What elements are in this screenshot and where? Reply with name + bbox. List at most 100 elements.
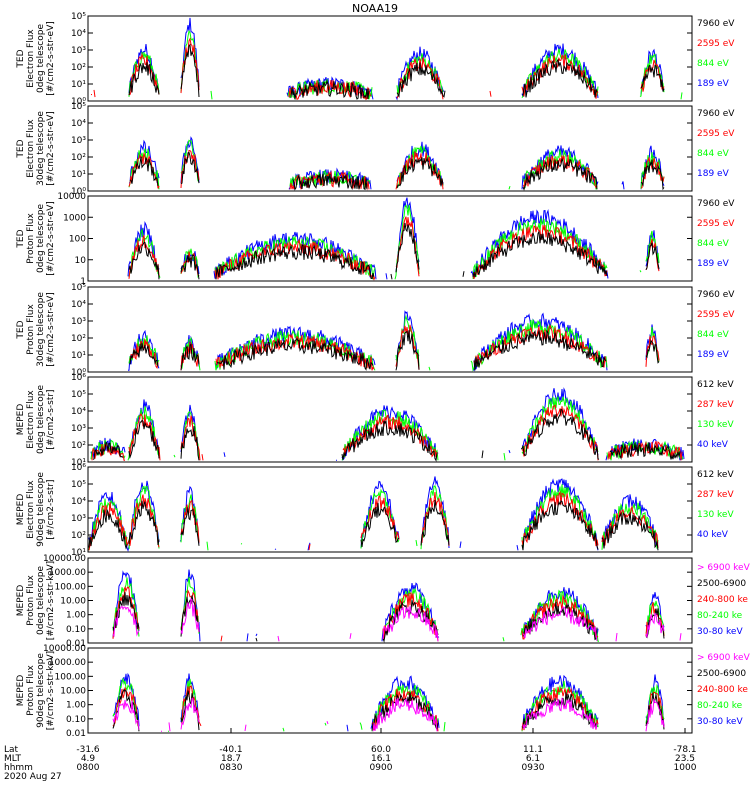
- panel-frame: [87, 286, 693, 373]
- legend-entry: 189 eV: [697, 79, 730, 89]
- legend-entry: 844 eV: [697, 239, 730, 249]
- y-axis-label: MEPED: [16, 494, 26, 526]
- series-trace: [128, 198, 672, 280]
- x-axis-row-label: 2020 Aug 27: [4, 772, 62, 782]
- y-tick-label: 10²: [71, 531, 86, 541]
- y-axis-label: 90deg telescope: [36, 653, 46, 728]
- y-tick-label: 10⁶: [71, 463, 86, 473]
- legend-entry: 189 eV: [697, 169, 730, 179]
- y-axis-label: [#/cm2-s-str-eV]: [46, 201, 56, 276]
- x-tick-label-mlt: 6.1: [526, 754, 540, 764]
- y-axis-label: Electron Flux: [26, 480, 36, 539]
- series-trace: [129, 217, 684, 280]
- y-tick-label: 10⁰: [71, 368, 86, 378]
- y-tick-label: 10³: [71, 136, 86, 146]
- y-tick-label: 10²: [71, 441, 86, 451]
- y-tick-label: 10⁵: [71, 12, 86, 22]
- y-tick-label: 10¹: [71, 351, 86, 361]
- y-axis-label: 0deg telescope: [36, 566, 46, 636]
- y-tick-label: 0.10: [66, 625, 86, 635]
- legend-entry: 287 keV: [697, 400, 734, 410]
- legend-entry: 2595 eV: [697, 129, 735, 139]
- y-tick-label: 10000.00: [43, 644, 86, 654]
- x-tick-label-hhmm: 0900: [370, 763, 393, 773]
- legend-entry: 2595 eV: [697, 310, 735, 320]
- y-axis-label: MEPED: [16, 585, 26, 617]
- panel-4: 10⁰ 10¹ 10² 10³ 10⁴ 10⁵ TED Proton Flux 30deg te…: [16, 283, 735, 378]
- y-tick-label: 100.00: [55, 582, 87, 592]
- x-tick-label-lat: -31.6: [76, 745, 100, 755]
- x-tick-label-hhmm: 1000: [674, 763, 697, 773]
- y-tick-label: 10.00: [60, 687, 86, 697]
- x-tick-label-mlt: 23.5: [675, 754, 695, 764]
- legend-entry: 7960 eV: [697, 290, 735, 300]
- series-trace: [113, 690, 689, 732]
- panel-2: 10⁰ 10¹ 10² 10³ 10⁴ 10⁵ TED Electron Flux 30deg …: [16, 102, 735, 197]
- x-tick-label-lat: 60.0: [371, 745, 391, 755]
- legend-entry: 240-800 ke: [697, 595, 748, 605]
- series-trace: [89, 484, 691, 550]
- legend-entry: 287 keV: [697, 490, 734, 500]
- y-axis-label: Electron Flux: [26, 390, 36, 449]
- y-tick-label: 10⁵: [71, 390, 86, 400]
- y-tick-label: 1.00: [66, 701, 86, 711]
- y-tick-label: 10.00: [60, 597, 86, 607]
- y-axis-label: 90deg telescope: [36, 472, 46, 547]
- legend-entry: 80-240 ke: [697, 611, 743, 621]
- legend-entry: 2500-6900: [697, 579, 746, 589]
- y-axis-label: 30deg telescope: [36, 111, 46, 186]
- y-tick-label: 10⁴: [71, 407, 86, 417]
- series-trace: [130, 152, 671, 189]
- y-axis-label: 0deg telescope: [36, 24, 46, 94]
- y-axis-label: Electron Flux: [26, 119, 36, 178]
- panel-6: 10¹ 10² 10³ 10⁴ 10⁵ 10⁶ MEPED Electron Flux 90de…: [16, 463, 734, 558]
- legend-entry: 612 keV: [697, 470, 734, 480]
- legend-entry: 240-800 ke: [697, 685, 748, 695]
- x-tick-label-mlt: 16.1: [371, 754, 391, 764]
- y-tick-label: 10¹: [71, 458, 86, 468]
- legend-entry: 130 keV: [697, 420, 734, 430]
- y-tick-label: 0.01: [66, 729, 86, 739]
- y-tick-label: 10⁴: [71, 119, 86, 129]
- x-tick-label-hhmm: 0800: [77, 763, 100, 773]
- y-axis-label: 30deg telescope: [36, 292, 46, 367]
- legend-entry: 40 keV: [697, 530, 729, 540]
- y-tick-label: 10¹: [71, 170, 86, 180]
- y-tick-label: 10000: [57, 192, 86, 202]
- panel-frame: [87, 557, 693, 644]
- legend-entry: 80-240 ke: [697, 701, 743, 711]
- series-trace: [129, 151, 681, 190]
- panel-5: 10¹ 10² 10³ 10⁴ 10⁵ 10⁶ MEPED Electron Flux 0deg…: [16, 373, 734, 468]
- y-tick-label: 1000: [63, 213, 86, 223]
- y-tick-label: 10⁰: [71, 97, 86, 107]
- panel-frame: [87, 105, 693, 192]
- y-axis-label: [#/cm2-s-str-eV]: [46, 21, 56, 96]
- panel-frame: [87, 466, 693, 553]
- x-axis-row-label: Lat: [4, 745, 19, 755]
- x-tick-label-mlt: 18.7: [221, 754, 241, 764]
- y-axis-label: Proton Flux: [26, 304, 36, 355]
- figure-title: NOAA19: [352, 2, 398, 15]
- y-axis-label: [#/cm2-s-str]: [46, 479, 56, 539]
- legend-entry: 844 eV: [697, 59, 730, 69]
- series-trace: [113, 698, 690, 732]
- x-tick-label-lat: -40.1: [219, 745, 242, 755]
- legend-entry: 2595 eV: [697, 39, 735, 49]
- legend-entry: > 6900 keV: [697, 563, 750, 573]
- legend-entry: > 6900 keV: [697, 653, 750, 663]
- legend-entry: 7960 eV: [697, 109, 735, 119]
- y-tick-label: 10²: [71, 334, 86, 344]
- legend-entry: 7960 eV: [697, 19, 735, 29]
- y-axis-label: TED: [16, 320, 26, 339]
- legend-entry: 2595 eV: [697, 219, 735, 229]
- y-axis-label: MEPED: [16, 675, 26, 707]
- y-axis-label: MEPED: [16, 404, 26, 436]
- y-axis-label: [#/cm2-s-str-keV]: [46, 561, 56, 640]
- y-axis-label: 0deg telescope: [36, 385, 46, 455]
- panel-8: 0.01 0.10 1.00 10.00 100.00 1000.00 10000.00 ME…: [16, 644, 750, 739]
- panel-frame: [87, 15, 693, 102]
- legend-entry: 844 eV: [697, 330, 730, 340]
- y-axis-label: 0deg telescope: [36, 204, 46, 274]
- y-tick-label: 1000.00: [49, 568, 86, 578]
